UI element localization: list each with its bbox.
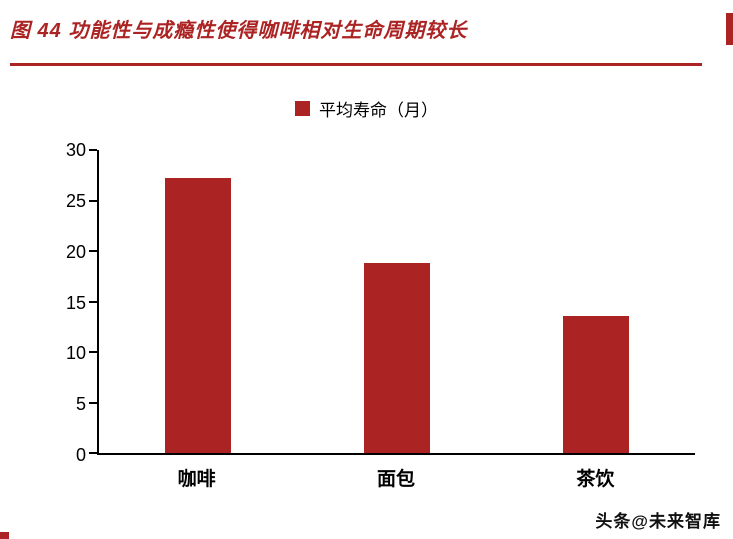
watermark-text: 头条@未来智库 — [595, 512, 721, 531]
y-tick-label: 10 — [65, 343, 86, 364]
y-tick-mark — [89, 199, 97, 202]
corner-accent-mark-top-right — [726, 13, 733, 45]
x-axis-labels: 咖啡 面包 茶饮 — [97, 464, 695, 491]
y-tick-mark — [89, 401, 97, 404]
y-tick-label: 30 — [65, 140, 86, 160]
x-tick-label: 面包 — [376, 469, 415, 490]
y-axis-labels: 0 5 10 15 20 25 30 — [28, 140, 86, 465]
plot-area — [89, 149, 695, 455]
y-tick-label: 5 — [75, 394, 86, 415]
bar-咖啡 — [165, 178, 232, 453]
y-tick-mark — [89, 351, 97, 354]
y-tick-mark — [89, 300, 97, 303]
bars-row — [99, 150, 695, 453]
bar-茶饮 — [562, 315, 629, 453]
x-tick-label: 茶饮 — [576, 469, 615, 490]
y-tick-mark — [89, 250, 97, 253]
y-tick-label: 25 — [65, 190, 86, 211]
legend-color-swatch — [295, 101, 310, 116]
y-tick-mark — [89, 452, 97, 454]
y-tick-label: 15 — [65, 292, 86, 313]
figure-title: 图 44 功能性与成瘾性使得咖啡相对生命周期较长 — [10, 20, 468, 42]
chart-legend: 平均寿命（月） — [0, 96, 733, 121]
x-tick-label: 咖啡 — [177, 469, 216, 490]
bar-面包 — [364, 263, 430, 453]
bar-column — [99, 150, 298, 453]
title-divider — [10, 63, 702, 66]
legend-label: 平均寿命（月） — [319, 101, 438, 120]
y-tick-label: 0 — [75, 445, 86, 465]
y-tick-label: 20 — [65, 241, 86, 262]
bar-column — [496, 150, 695, 453]
y-tick-mark — [89, 149, 97, 151]
corner-accent-mark-bottom-left — [0, 532, 9, 539]
bar-column — [298, 150, 497, 453]
